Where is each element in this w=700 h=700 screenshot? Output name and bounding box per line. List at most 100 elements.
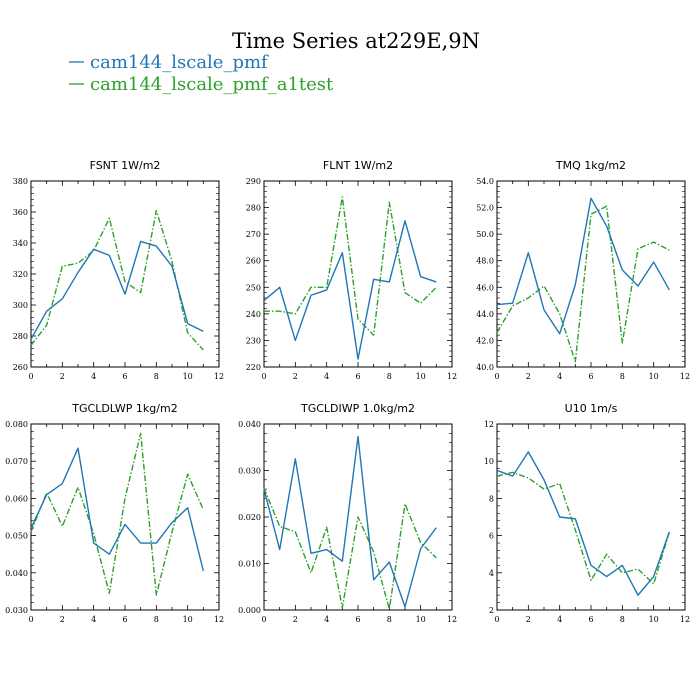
- plot-frame: [496, 180, 686, 368]
- y-tick-label: 0.000: [238, 606, 261, 615]
- x-tick-label: 10: [416, 615, 426, 624]
- y-tick-label: 250: [246, 283, 261, 292]
- y-tick-label: 290: [246, 177, 261, 186]
- x-tick-label: 6: [355, 615, 360, 624]
- y-tick-label: 52.0: [476, 204, 494, 213]
- y-tick-label: 54.0: [476, 177, 494, 186]
- y-tick-label: 0.020: [238, 513, 261, 522]
- y-tick-label: 230: [246, 336, 261, 345]
- series-line-2: [263, 487, 437, 610]
- x-tick-label: 0: [28, 372, 33, 381]
- y-tick-label: 220: [246, 363, 261, 372]
- x-tick-label: 8: [154, 615, 159, 624]
- x-tick-label: 10: [183, 372, 193, 381]
- x-tick-label: 8: [620, 615, 625, 624]
- x-tick-label: 10: [183, 615, 193, 624]
- y-tick-label: 0.080: [5, 420, 28, 429]
- series-line-1: [496, 451, 670, 596]
- x-tick-label: 0: [261, 615, 266, 624]
- panel-title: TGCLDLWP 1kg/m2: [71, 402, 177, 415]
- plot-frame: [263, 180, 453, 368]
- y-tick-label: 320: [13, 270, 28, 279]
- series-line-1: [263, 220, 437, 360]
- y-tick-label: 2: [489, 606, 494, 615]
- x-tick-label: 4: [557, 615, 562, 624]
- y-tick-label: 0.060: [5, 494, 28, 503]
- y-tick-label: 44.0: [476, 310, 494, 319]
- series-line-2: [30, 209, 204, 351]
- y-tick-label: 300: [13, 301, 28, 310]
- x-tick-label: 8: [154, 372, 159, 381]
- x-tick-label: 4: [91, 615, 96, 624]
- y-tick-label: 380: [13, 177, 28, 186]
- x-tick-label: 12: [447, 615, 457, 624]
- y-tick-label: 260: [13, 363, 28, 372]
- x-tick-label: 2: [293, 615, 298, 624]
- x-tick-label: 4: [91, 372, 96, 381]
- y-tick-label: 8: [489, 494, 494, 503]
- x-tick-label: 4: [324, 372, 329, 381]
- x-tick-label: 10: [649, 615, 659, 624]
- panels-container: FSNT 1W/m20 2 4 6 8 10 12260280300320340360380…: [5, 159, 690, 624]
- x-tick-label: 12: [447, 372, 457, 381]
- x-tick-label: 2: [60, 615, 65, 624]
- y-tick-label: 270: [246, 230, 261, 239]
- y-tick-label: 0.070: [5, 457, 28, 466]
- panel-tgcldiwp: TGCLDIWP 1.0kg/m2 0 2 4 6 8 10 12 0.000 0.010 0.02…: [238, 402, 457, 624]
- x-tick-label: 4: [557, 372, 562, 381]
- x-tick-label: 2: [526, 372, 531, 381]
- legend-label-series-2: cam144_lscale_pmf_a1test: [90, 74, 334, 95]
- y-tick-label: 50.0: [476, 230, 494, 239]
- y-tick-label: 280: [13, 332, 28, 341]
- x-tick-label: 12: [680, 372, 690, 381]
- y-tick-label: 0.030: [238, 467, 261, 476]
- series-line-1: [30, 447, 205, 572]
- x-tick-label: 0: [494, 615, 499, 624]
- y-tick-label: 0.040: [5, 569, 28, 578]
- y-tick-label: 360: [13, 208, 28, 217]
- series-line-2: [264, 196, 437, 336]
- y-tick-label: 46.0: [476, 283, 494, 292]
- panel-tgcldlwp: TGCLDLWP 1kg/m2 0 2 4 6 8 10 12 0.030 0.040 0.050 0…: [5, 402, 224, 624]
- y-tick-label: 40.0: [476, 363, 494, 372]
- plot-frame: [30, 180, 220, 368]
- x-tick-label: 12: [214, 372, 224, 381]
- x-tick-label: 12: [680, 615, 690, 624]
- plot-frame: [30, 423, 220, 611]
- y-tick-label: 0.010: [238, 560, 261, 569]
- x-tick-label: 6: [588, 615, 593, 624]
- y-tick-label: 12: [484, 420, 494, 429]
- panel-title: FLNT 1W/m2: [323, 159, 393, 172]
- y-tick-label: 4: [489, 569, 494, 578]
- x-tick-label: 0: [261, 372, 266, 381]
- series-line-1: [30, 240, 204, 340]
- x-tick-label: 8: [387, 615, 392, 624]
- x-tick-label: 8: [387, 372, 392, 381]
- x-tick-label: 6: [355, 372, 360, 381]
- series-line-2: [30, 432, 204, 596]
- y-tick-label: 48.0: [476, 257, 494, 266]
- y-tick-label: 0.030: [5, 606, 28, 615]
- series-line-2: [496, 471, 671, 585]
- y-tick-label: 10: [484, 457, 494, 466]
- legend-label-series-1: cam144_lscale_pmf: [90, 52, 269, 73]
- series-line-1: [496, 197, 670, 335]
- panel-title: TGCLDIWP 1.0kg/m2: [300, 402, 415, 415]
- y-tick-label: 0.050: [5, 532, 28, 541]
- panel-flnt: FLNT 1W/m2 0 2 4 6 8 10 12 220 230 240 250 260 270 280…: [246, 159, 457, 381]
- panel-tmq: TMQ 1kg/m2 0 2 4 6 8 10 12 40.0 42.0 44.0 46.0 48.0 5…: [476, 159, 690, 381]
- legend: cam144_lscale_pmf cam144_lscale_pmf_a1te…: [69, 52, 334, 95]
- x-tick-label: 6: [122, 615, 127, 624]
- y-tick-label: 42.0: [476, 336, 494, 345]
- x-tick-label: 0: [494, 372, 499, 381]
- figure-title: Time Series at229E,9N: [232, 29, 480, 53]
- x-tick-label: 8: [620, 372, 625, 381]
- series-line-1: [263, 435, 437, 608]
- x-tick-label: 10: [649, 372, 659, 381]
- x-tick-label: 2: [526, 615, 531, 624]
- x-tick-label: 12: [214, 615, 224, 624]
- y-tick-label: 340: [13, 239, 28, 248]
- x-tick-label: 0: [28, 615, 33, 624]
